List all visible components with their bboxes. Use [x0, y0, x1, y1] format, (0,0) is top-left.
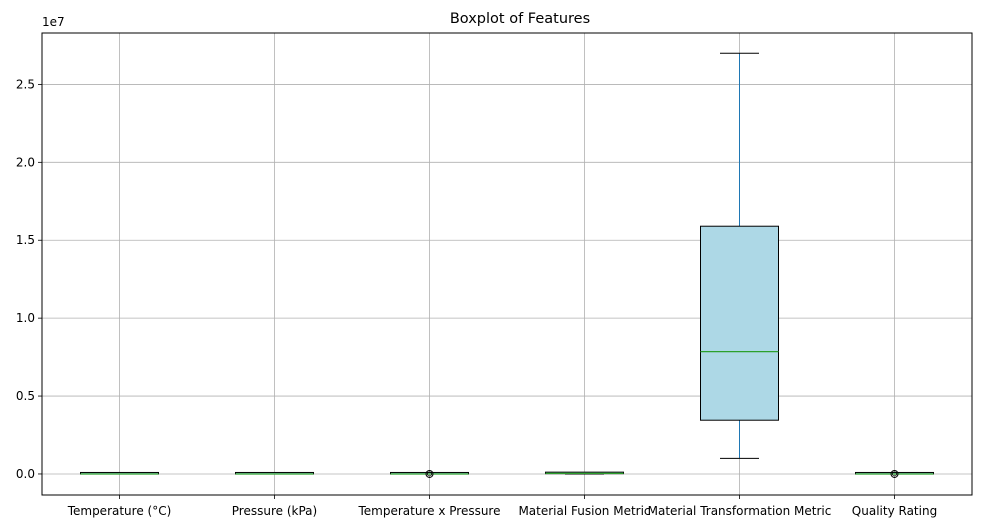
x-tick-label: Material Fusion Metric [518, 504, 650, 518]
box-4 [545, 471, 624, 475]
y-tick-label: 1.0 [16, 311, 35, 325]
box-2 [235, 471, 314, 475]
y-tick-label: 1.5 [16, 233, 35, 247]
y-axis-offset-label: 1e7 [42, 15, 65, 29]
outlier-point [892, 471, 897, 477]
y-tick-label: 0.5 [16, 389, 35, 403]
chart-title: Boxplot of Features [450, 11, 590, 27]
plot-frame [41, 32, 973, 496]
y-tick-label: 2.5 [16, 77, 35, 91]
iqr-box [700, 225, 779, 421]
box-6 [855, 469, 934, 478]
box-3 [390, 469, 469, 478]
box-5 [700, 52, 779, 459]
axes: 0.0 0.5 1.0 1.5 2.0 2.5 Temperature (°C) Pressu… [16, 77, 937, 518]
grid-lines [42, 33, 972, 495]
x-tick-label: Quality Rating [852, 504, 937, 518]
outlier-point [890, 469, 899, 478]
x-tick-label: Temperature x Pressure [358, 504, 501, 518]
y-tick-label: 0.0 [16, 467, 35, 481]
outlier-point [427, 471, 432, 477]
y-tick-label: 2.0 [16, 155, 35, 169]
x-tick-label: Temperature (°C) [67, 504, 172, 518]
x-tick-label: Material Transformation Metric [648, 504, 832, 518]
x-tick-label: Pressure (kPa) [232, 504, 317, 518]
box-1 [80, 471, 159, 475]
outlier-point [425, 469, 434, 478]
boxes [80, 52, 934, 478]
